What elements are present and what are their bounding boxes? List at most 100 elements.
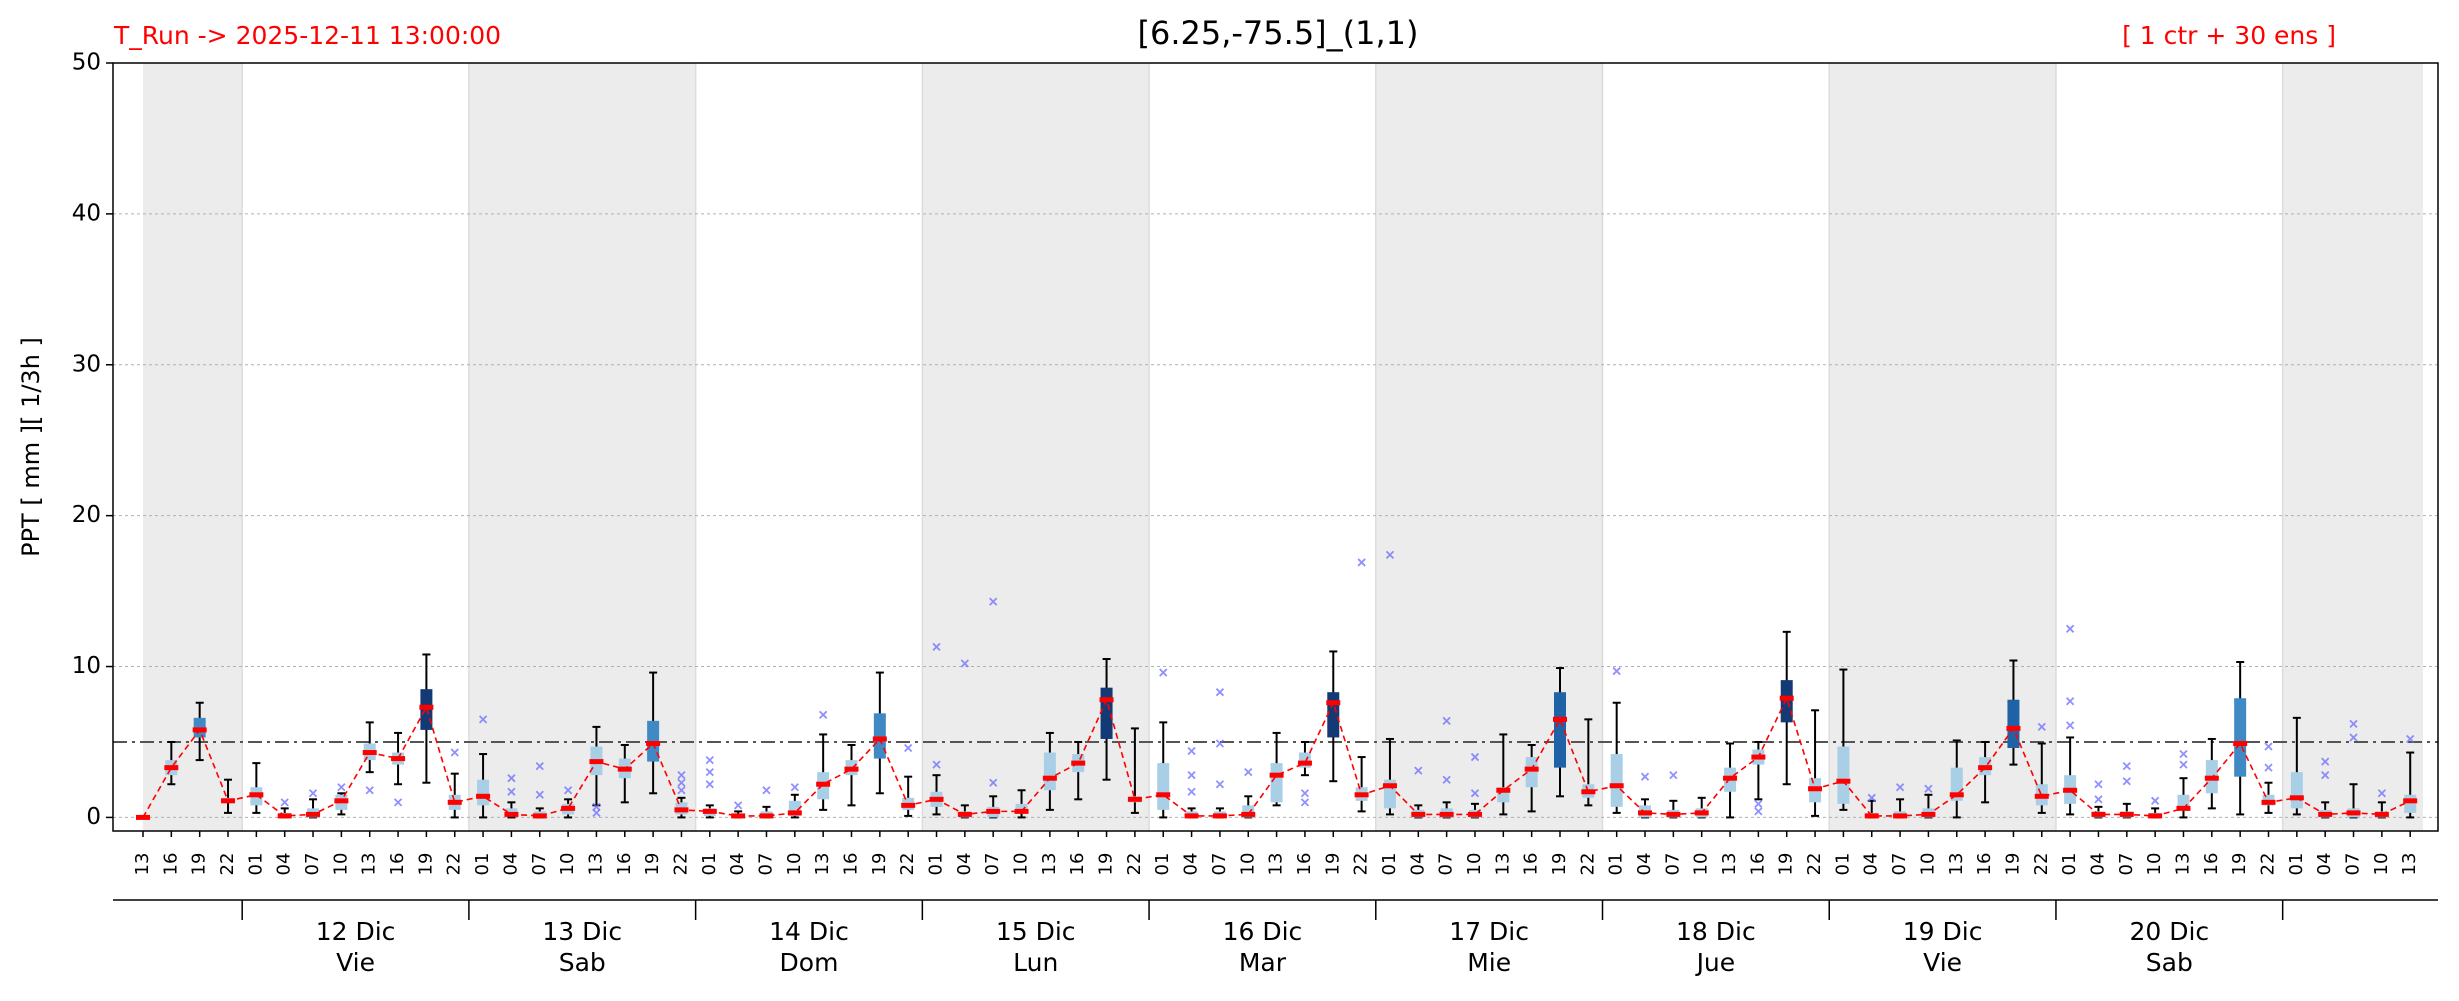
x-tick-label: 13 (359, 853, 380, 876)
x-tick-label: 04 (1861, 853, 1882, 876)
x-tick-label: 07 (2343, 853, 2364, 876)
flier (507, 774, 516, 783)
flier (2065, 624, 2075, 633)
median-marker (1382, 783, 1397, 789)
day-weekday: Jue (1695, 948, 1736, 977)
shade-band (922, 63, 1150, 831)
median-marker (136, 814, 150, 820)
median-marker (1297, 760, 1312, 766)
x-tick-label: 19 (1322, 853, 1343, 876)
x-tick-label: 10 (557, 853, 578, 876)
flier (535, 790, 544, 799)
run-label: T_Run -> 2025-12-11 13:00:00 (113, 21, 501, 50)
box (2290, 772, 2303, 809)
box (1157, 763, 1170, 810)
flier (1215, 739, 1225, 748)
box (1327, 692, 1340, 738)
flier (563, 786, 573, 795)
x-tick-label: 04 (954, 853, 975, 876)
box (1043, 752, 1056, 791)
y-tick-label: 0 (86, 804, 101, 830)
x-tick-label: 22 (1577, 853, 1598, 876)
day-date: 17 Dic (1449, 917, 1529, 946)
day-date: 20 Dic (2129, 917, 2209, 946)
x-tick-label: 10 (1691, 853, 1712, 876)
median-marker (702, 808, 717, 814)
flier (2321, 757, 2330, 766)
flier (1867, 793, 1876, 802)
x-tick-label: 16 (1974, 853, 1995, 876)
day-weekday: Mar (1239, 948, 1287, 977)
median-marker (1949, 792, 1964, 798)
x-tick-label: 07 (982, 853, 1003, 876)
flier (2122, 777, 2131, 786)
day-date: 18 Dic (1676, 917, 1756, 946)
median-marker (674, 807, 689, 813)
x-tick-label: 04 (727, 853, 748, 876)
x-tick-label: 01 (1379, 853, 1400, 876)
median-marker (1978, 765, 1993, 771)
median-marker (901, 802, 916, 808)
x-tick-label: 16 (1747, 853, 1768, 876)
x-tick-label: 19 (2229, 853, 2250, 876)
flier (1215, 688, 1225, 697)
box (1554, 692, 1566, 768)
flier (337, 783, 346, 792)
flier (308, 789, 318, 798)
day-weekday: Mie (1467, 948, 1511, 977)
day-date: 19 Dic (1903, 917, 1983, 946)
flier (1442, 716, 1451, 725)
flier (960, 659, 969, 668)
x-tick-label: 22 (670, 853, 691, 876)
median-marker (1553, 716, 1567, 722)
median-marker (1014, 808, 1029, 814)
x-tick-label: 01 (245, 853, 266, 876)
shade-band (1375, 63, 1603, 831)
x-tick-label: 13 (1719, 853, 1740, 876)
box (2234, 698, 2247, 777)
median-marker (2091, 811, 2106, 817)
median-marker (1893, 813, 1908, 819)
x-tick-label: 19 (869, 853, 890, 876)
box (1610, 754, 1623, 807)
median-marker (249, 792, 264, 798)
day-weekday: Sab (559, 948, 606, 977)
median-marker (1581, 789, 1596, 795)
flier (280, 798, 289, 807)
flier (1895, 783, 1905, 792)
box (477, 779, 490, 806)
flier (2349, 719, 2358, 729)
flier (2179, 749, 2188, 759)
x-tick-label: 13 (132, 853, 153, 876)
median-marker (192, 727, 207, 733)
flier (705, 780, 714, 789)
x-tick-label: 04 (500, 853, 521, 876)
flier (677, 771, 686, 780)
day-date: 14 Dic (769, 917, 849, 946)
x-tick-label: 13 (585, 853, 606, 876)
x-tick-label: 01 (699, 853, 720, 876)
x-tick-label: 16 (1294, 853, 1315, 876)
median-marker (986, 808, 1001, 814)
x-tick-label: 01 (926, 853, 947, 876)
x-tick-label: 01 (1606, 853, 1627, 876)
median-marker (646, 740, 661, 746)
x-tick-label: 04 (1634, 853, 1655, 876)
median-marker (2204, 775, 2219, 781)
x-tick-label: 22 (1351, 853, 1372, 876)
median-marker (1496, 787, 1511, 793)
day-weekday: Sab (2146, 948, 2193, 977)
flier (2122, 761, 2131, 771)
x-tick-label: 04 (2087, 853, 2108, 876)
x-tick-label: 22 (444, 853, 465, 876)
median-marker (2233, 740, 2248, 746)
flier (365, 786, 374, 795)
flier (989, 778, 998, 787)
plot-frame (112, 62, 2439, 832)
median-marker (929, 796, 944, 802)
day-date: 16 Dic (1223, 917, 1303, 946)
median-marker (816, 781, 831, 787)
flier (2151, 796, 2160, 805)
day-weekday: Vie (1923, 948, 1962, 977)
x-tick-label: 07 (1662, 853, 1683, 876)
